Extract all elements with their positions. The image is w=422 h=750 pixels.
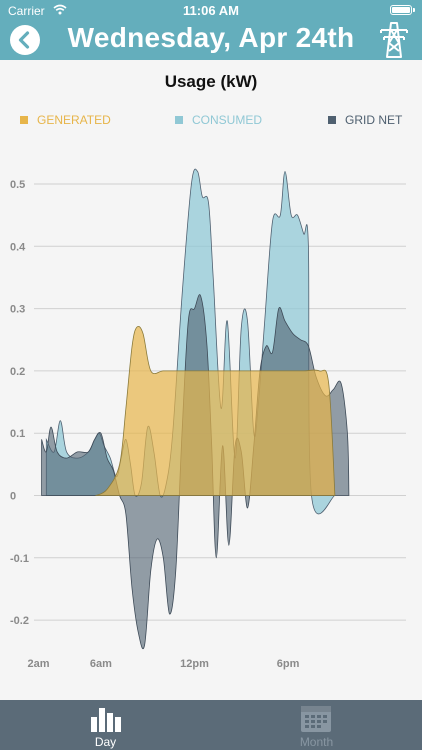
chevron-left-icon xyxy=(18,31,30,49)
series-area-generated xyxy=(94,325,336,496)
tab-month[interactable]: Month xyxy=(211,700,422,750)
wifi-icon xyxy=(53,4,67,15)
carrier-label: Carrier xyxy=(8,4,45,18)
battery-icon xyxy=(390,5,415,15)
y-tick-label: -0.2 xyxy=(10,615,29,627)
clock: 11:06 AM xyxy=(183,3,239,18)
x-tick-label: 6pm xyxy=(277,658,300,670)
legend-swatch-generated xyxy=(20,116,28,124)
bar-chart-icon xyxy=(91,708,121,732)
tab-day-label: Day xyxy=(94,735,117,749)
nav-header: Wednesday, Apr 24th xyxy=(0,20,422,60)
back-button[interactable] xyxy=(10,25,40,55)
chart-canvas: Usage (kW) GENERATED CONSUMED GRID NET 0.5 0.… xyxy=(10,72,406,670)
legend-label-consumed: CONSUMED xyxy=(192,113,262,127)
chart-title: Usage (kW) xyxy=(165,72,258,91)
legend-label-generated: GENERATED xyxy=(37,113,111,127)
y-tick-label: 0.5 xyxy=(10,179,25,191)
x-tick-label: 2am xyxy=(27,658,49,670)
x-tick-label: 6am xyxy=(90,658,112,670)
y-tick-label: 0.2 xyxy=(10,366,25,378)
legend-label-grid-net: GRID NET xyxy=(345,113,403,127)
tab-day[interactable]: Day xyxy=(0,700,211,750)
y-tick-label: 0 xyxy=(10,491,16,503)
tab-month-label: Month xyxy=(299,735,334,749)
usage-chart: Usage (kW) GENERATED CONSUMED GRID NET 0.5 0.… xyxy=(0,60,422,700)
y-tick-label: 0.4 xyxy=(10,241,26,253)
y-tick-label: -0.1 xyxy=(10,553,29,565)
status-bar: Carrier 11:06 AM xyxy=(0,0,422,20)
tab-bar: Day Month xyxy=(0,700,422,750)
y-tick-label: 0.1 xyxy=(10,428,25,440)
calendar-icon xyxy=(301,706,331,732)
x-tick-label: 12pm xyxy=(180,658,209,670)
legend-swatch-consumed xyxy=(175,116,183,124)
legend-swatch-grid-net xyxy=(328,116,336,124)
power-tower-icon[interactable] xyxy=(378,21,410,59)
y-tick-label: 0.3 xyxy=(10,304,25,316)
page-title: Wednesday, Apr 24th xyxy=(67,22,355,53)
